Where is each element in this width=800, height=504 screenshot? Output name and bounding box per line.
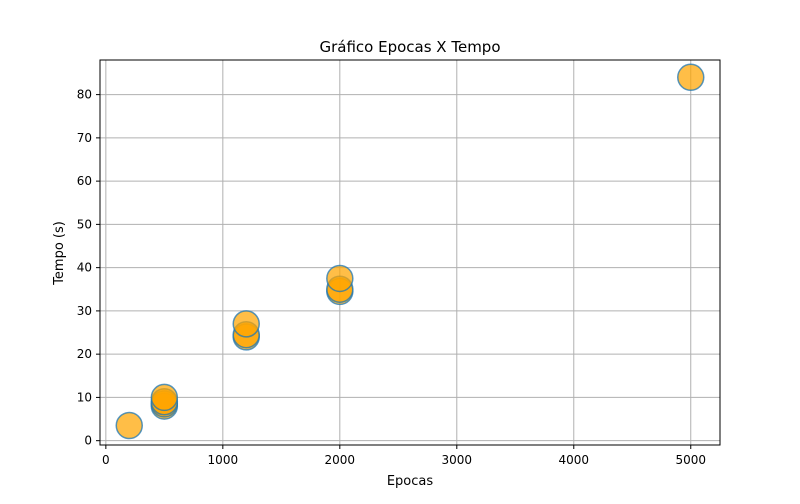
- x-tick-label: 0: [102, 453, 110, 467]
- x-tick-label: 3000: [442, 453, 473, 467]
- y-tick-label: 50: [77, 217, 92, 231]
- plot-frame: [99, 59, 721, 446]
- data-point: [232, 310, 260, 338]
- chart-title: Gráfico Epocas X Tempo: [319, 38, 500, 56]
- y-tick-label: 80: [77, 88, 92, 102]
- data-point: [150, 383, 179, 412]
- x-tick-label: 5000: [675, 453, 706, 467]
- data-point: [115, 411, 143, 440]
- x-tick-label: 4000: [559, 453, 590, 467]
- y-axis-label: Tempo (s): [52, 221, 67, 286]
- y-tick-label: 0: [84, 434, 92, 448]
- y-axis-ticks: 0 10 20 30 40 50 60 70 80: [77, 88, 100, 448]
- y-tick-label: 30: [77, 304, 92, 318]
- grid-lines: [100, 60, 720, 445]
- x-tick-label: 1000: [208, 453, 239, 467]
- x-axis-ticks: 0 1000 2000 3000 4000 5000: [102, 445, 706, 467]
- y-tick-label: 10: [77, 390, 92, 404]
- data-points: [115, 63, 705, 440]
- y-tick-label: 60: [77, 174, 92, 188]
- x-tick-label: 2000: [325, 453, 356, 467]
- y-tick-label: 70: [77, 131, 92, 145]
- y-tick-label: 40: [77, 261, 92, 275]
- y-tick-label: 20: [77, 347, 92, 361]
- x-axis-label: Epocas: [387, 474, 434, 489]
- data-point: [677, 63, 705, 92]
- axes: [99, 59, 721, 446]
- data-point: [326, 264, 354, 293]
